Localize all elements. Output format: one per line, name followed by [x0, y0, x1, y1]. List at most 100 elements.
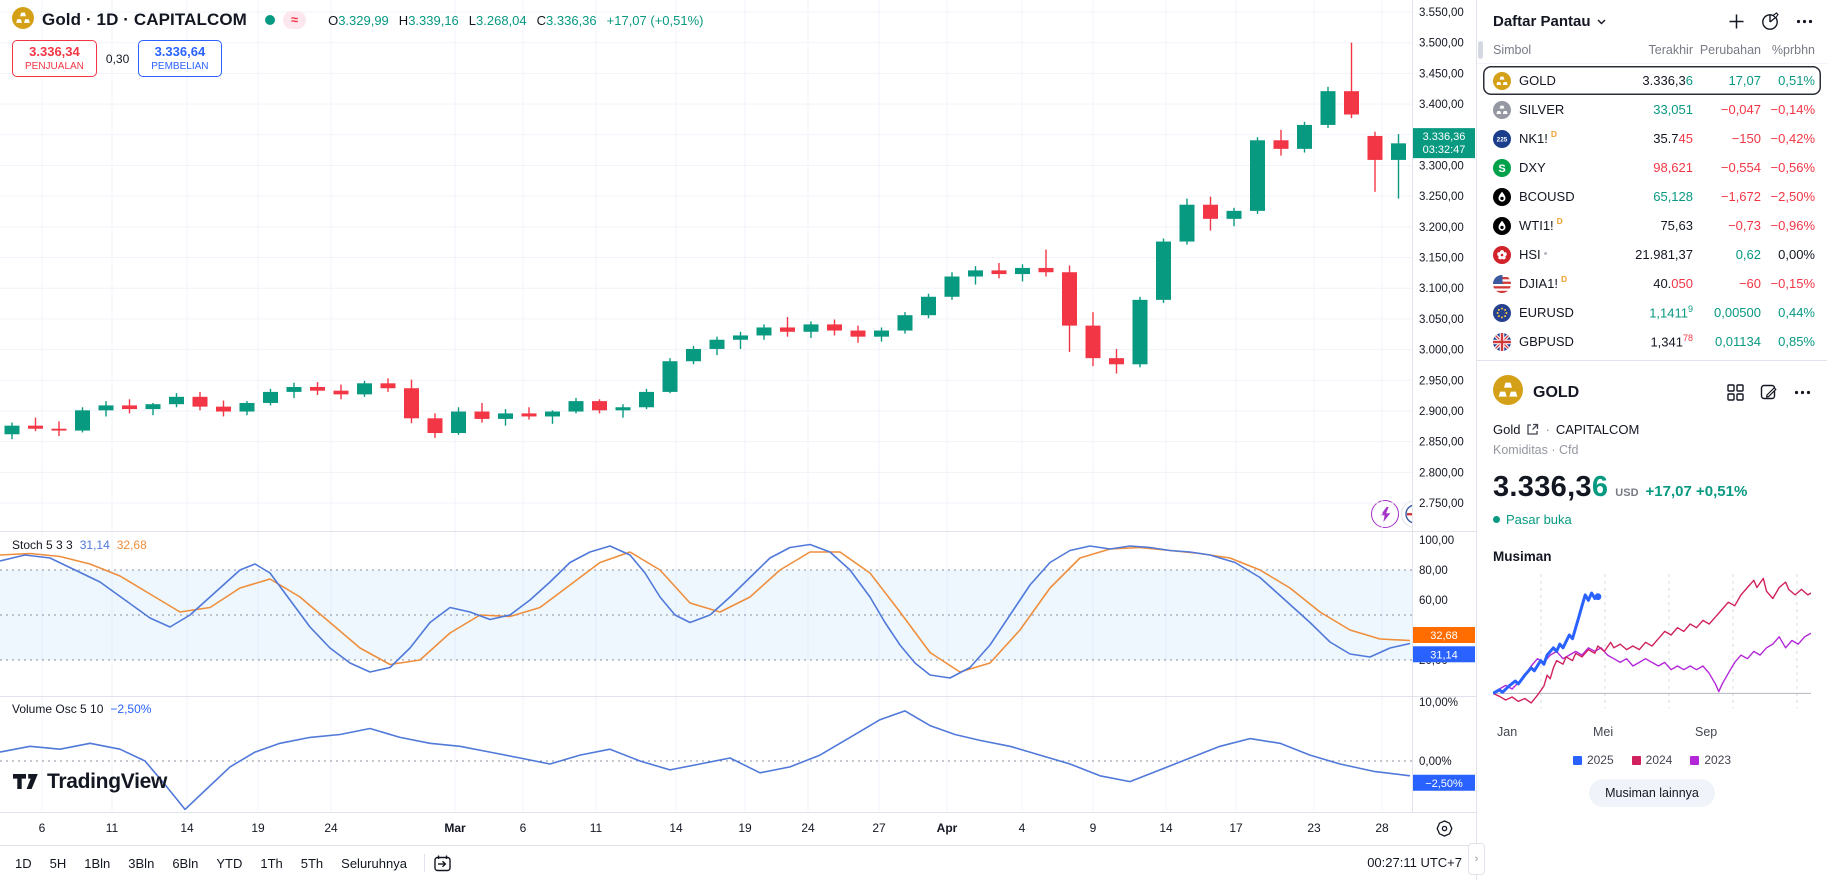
candle[interactable]	[968, 270, 983, 277]
tradingview-logo[interactable]: TradingView	[13, 770, 167, 794]
chart-area[interactable]: 3.550,003.500,003.450,003.400,003.350,00…	[0, 0, 1476, 880]
candle[interactable]	[310, 387, 325, 391]
edit-chart-pie-icon[interactable]	[1761, 12, 1780, 31]
range-button-5h[interactable]: 5H	[49, 855, 67, 871]
candle[interactable]	[545, 411, 560, 417]
range-button-1th[interactable]: 1Th	[260, 855, 283, 871]
candle[interactable]	[1367, 135, 1383, 160]
range-button-seluruhnya[interactable]: Seluruhnya	[341, 855, 407, 871]
candle[interactable]	[1203, 204, 1218, 219]
lightning-icon[interactable]	[1371, 500, 1399, 528]
candle[interactable]	[380, 383, 396, 389]
watchlist-row-hsi[interactable]: HSI • 21.981,37 0,62 0,00%	[1483, 240, 1821, 269]
candle[interactable]	[145, 404, 161, 410]
candle[interactable]	[169, 396, 184, 405]
candle[interactable]	[521, 413, 537, 417]
candle[interactable]	[1391, 143, 1406, 160]
watchlist-row-djia1[interactable]: DJIA1! D 40.050 −60 −0,15%	[1483, 269, 1821, 298]
column-simbol[interactable]: Simbol	[1493, 43, 1532, 57]
candle[interactable]	[686, 348, 701, 362]
time-axis[interactable]: 6 11 14 19 24 Mar 6 11 14 19 24 27 Apr 4 9 14 17 23 28	[0, 812, 1476, 846]
detail-source[interactable]: CAPITALCOM	[1555, 422, 1640, 437]
detail-name[interactable]: Gold	[1493, 422, 1521, 437]
legend-item-2024[interactable]: 2024	[1631, 753, 1672, 767]
watchlist-row-nk1[interactable]: 225 NK1! D 35.745 −150 −0,42%	[1483, 124, 1821, 153]
candle[interactable]	[991, 270, 1007, 275]
candle[interactable]	[1109, 358, 1124, 365]
candle[interactable]	[498, 413, 513, 419]
candle[interactable]	[1250, 140, 1265, 211]
axis-settings-gear-icon[interactable]	[1436, 820, 1453, 842]
go-to-date-icon[interactable]	[433, 854, 452, 873]
candle[interactable]	[709, 339, 725, 349]
column-perubahan[interactable]: Perubahan	[1699, 43, 1761, 57]
candle[interactable]	[216, 406, 231, 412]
external-link-icon[interactable]	[1526, 423, 1539, 436]
watchlist-more-icon[interactable]	[1796, 19, 1813, 24]
scrollbar-thumb[interactable]	[1478, 41, 1483, 59]
candle[interactable]	[98, 405, 114, 411]
candle[interactable]	[921, 296, 936, 316]
panel-collapse-handle[interactable]: ›	[1468, 843, 1485, 875]
candle[interactable]	[803, 324, 819, 332]
candle[interactable]	[451, 411, 466, 434]
sell-button[interactable]: 3.336,34 PENJUALAN	[12, 40, 97, 77]
clock[interactable]: 00:27:11 UTC+7	[1367, 855, 1462, 870]
candle[interactable]	[1226, 210, 1242, 219]
candle[interactable]	[333, 390, 349, 395]
detail-more-icon[interactable]	[1794, 390, 1811, 395]
candle[interactable]	[75, 410, 90, 431]
range-button-6bln[interactable]: 6Bln	[172, 855, 199, 871]
candle[interactable]	[474, 411, 490, 419]
candle[interactable]	[1320, 91, 1336, 125]
candle[interactable]	[286, 387, 302, 392]
range-button-5th[interactable]: 5Th	[300, 855, 324, 871]
candle[interactable]	[874, 330, 889, 337]
range-button-1bln[interactable]: 1Bln	[84, 855, 111, 871]
column-terakhir[interactable]: Terakhir	[1648, 43, 1693, 57]
candle[interactable]	[1179, 204, 1195, 242]
candle[interactable]	[592, 401, 607, 411]
grid-layout-icon[interactable]	[1727, 384, 1744, 401]
candle[interactable]	[615, 407, 631, 411]
buy-button[interactable]: 3.336,64 PEMBELIAN	[138, 40, 222, 77]
stoch-legend[interactable]: Stoch 5 3 3 31,14 32,68	[12, 538, 147, 552]
candle[interactable]	[51, 428, 67, 431]
candle[interactable]	[1062, 272, 1077, 326]
candle[interactable]	[1085, 325, 1101, 359]
range-button-1d[interactable]: 1D	[15, 855, 32, 871]
candle[interactable]	[1156, 241, 1171, 300]
volume-osc-legend[interactable]: Volume Osc 5 10 −2,50%	[12, 702, 151, 716]
candle[interactable]	[897, 315, 913, 331]
candle[interactable]	[239, 402, 255, 412]
watchlist-row-bcousd[interactable]: BCOUSD 65,128 −1,672 −2,50%	[1483, 182, 1821, 211]
candle[interactable]	[639, 391, 654, 408]
candle[interactable]	[944, 276, 960, 297]
watchlist-title[interactable]: Daftar Pantau	[1493, 13, 1606, 30]
seasonal-chart[interactable]: Jan Mei Sep	[1492, 570, 1812, 741]
candle[interactable]	[404, 388, 419, 419]
more-seasonals-button[interactable]: Musiman lainnya	[1589, 779, 1715, 807]
range-button-3bln[interactable]: 3Bln	[128, 855, 155, 871]
candle[interactable]	[1132, 299, 1148, 365]
candle[interactable]	[192, 396, 208, 407]
candle[interactable]	[662, 361, 678, 392]
range-button-ytd[interactable]: YTD	[216, 855, 243, 871]
candle[interactable]	[827, 324, 842, 331]
candle[interactable]	[427, 418, 443, 434]
watchlist-row-silver[interactable]: SILVER 33,051 −0,047 −0,14%	[1483, 95, 1821, 124]
candle[interactable]	[756, 327, 772, 336]
column-prbhn[interactable]: %prbhn	[1771, 43, 1815, 57]
watchlist-row-dxy[interactable]: S DXY 98,621 −0,554 −0,56%	[1483, 153, 1821, 182]
watchlist-row-eurusd[interactable]: EURUSD 1,14119 0,00500 0,44%	[1483, 298, 1821, 327]
legend-item-2023[interactable]: 2023	[1690, 753, 1731, 767]
candle[interactable]	[28, 425, 43, 429]
detail-symbol-title[interactable]: GOLD	[1533, 383, 1580, 401]
watchlist-column-headers[interactable]: Simbol Terakhir Perubahan %prbhn	[1477, 39, 1827, 64]
symbol-title[interactable]: Gold · 1D · CAPITALCOM	[42, 10, 247, 29]
legend-item-2025[interactable]: 2025	[1572, 753, 1614, 767]
candle[interactable]	[733, 335, 748, 340]
watchlist-row-wti1[interactable]: WTI1! D 75,63 −0,73 −0,96%	[1483, 211, 1821, 240]
edit-note-icon[interactable]	[1760, 384, 1778, 402]
candle[interactable]	[1015, 267, 1030, 275]
